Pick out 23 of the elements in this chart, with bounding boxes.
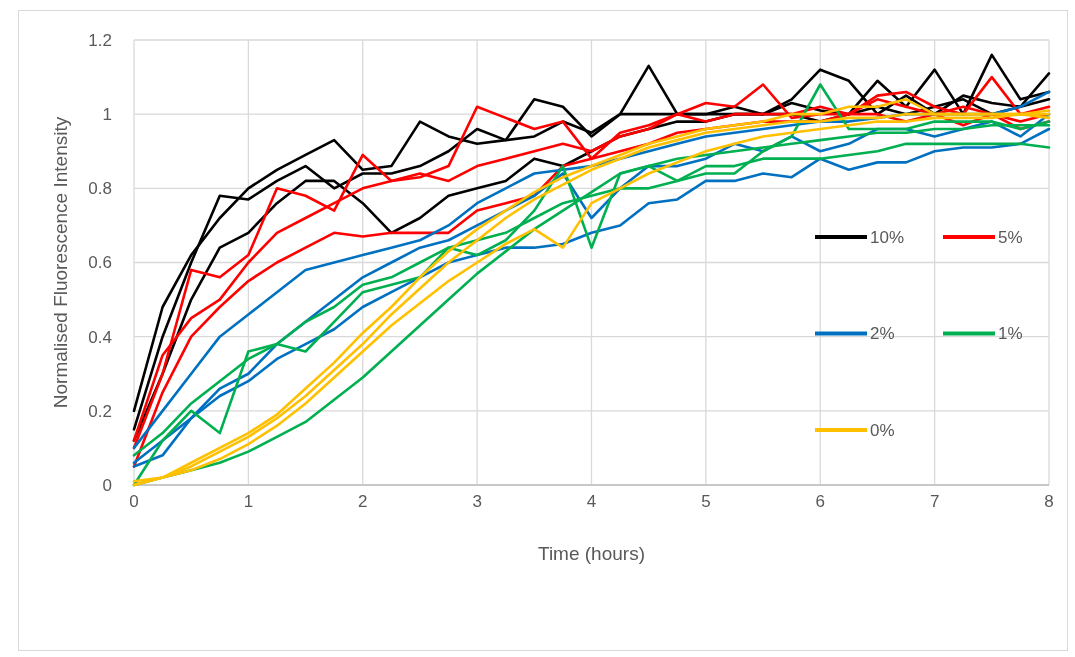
x-tick-label: 3 <box>472 492 482 511</box>
legend-label: 0% <box>870 420 895 440</box>
y-tick-label: 1.2 <box>88 30 112 50</box>
x-tick-label: 4 <box>586 492 597 511</box>
y-tick-label: 0 <box>102 475 112 495</box>
y-tick-label: 0.8 <box>88 179 112 199</box>
x-tick-label: 1 <box>243 492 254 511</box>
y-tick-label: 1 <box>102 105 112 125</box>
x-axis-title: Time (hours) <box>538 543 645 564</box>
y-tick-label: 0.2 <box>88 401 112 421</box>
x-tick-label: 7 <box>929 492 940 511</box>
x-tick-label: 5 <box>701 492 711 511</box>
x-tick-label: 6 <box>815 492 825 511</box>
y-axis-title: Normalised Fluorescence Intensity <box>50 116 71 409</box>
x-tick-label: 2 <box>358 492 368 511</box>
legend-label: 1% <box>998 324 1023 344</box>
x-tick-label: 0 <box>129 492 139 511</box>
y-tick-label: 0.6 <box>88 253 112 273</box>
legend-label: 2% <box>870 324 895 344</box>
legend-label: 5% <box>998 227 1023 247</box>
legend-label: 10% <box>870 227 905 247</box>
x-tick-label: 8 <box>1044 492 1054 511</box>
y-tick-label: 0.4 <box>88 327 112 347</box>
